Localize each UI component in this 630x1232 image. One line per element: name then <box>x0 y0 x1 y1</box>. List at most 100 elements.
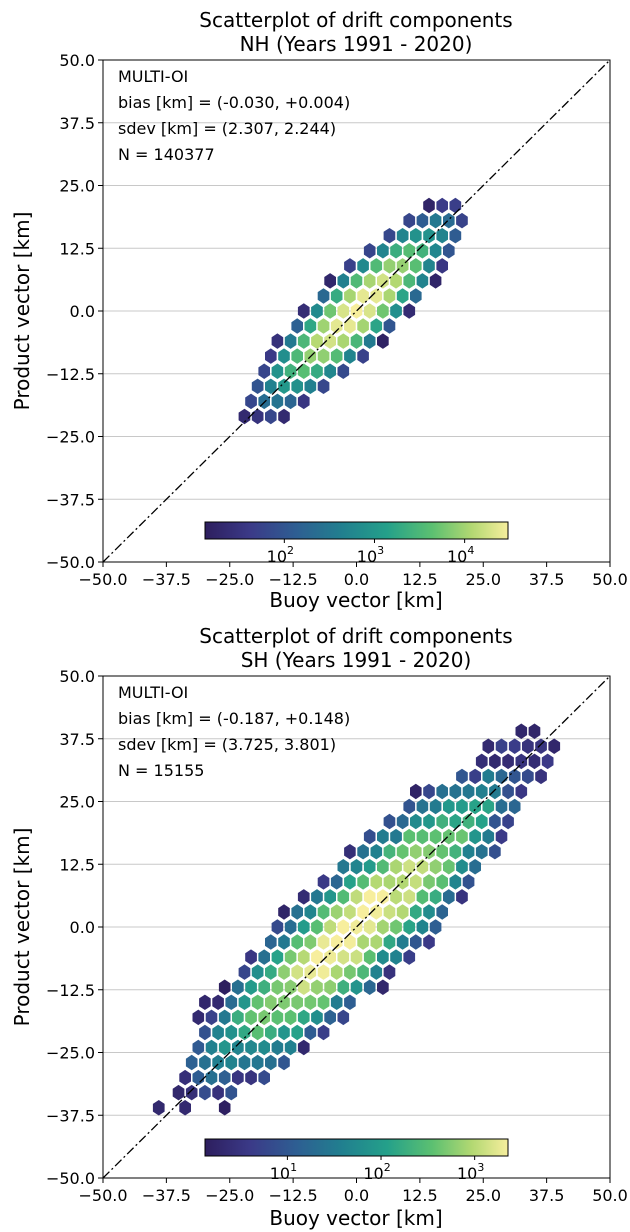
colorbar-tick-exponent: 3 <box>377 544 384 557</box>
hexbin-cell <box>462 783 475 800</box>
colorbar-tick-label: 102 <box>267 544 294 566</box>
chart-subtitle: SH (Years 1991 - 2020) <box>241 648 472 672</box>
hexbin-cell <box>377 273 389 289</box>
hexbin-cell <box>297 1009 310 1026</box>
hexbin-cell <box>489 753 501 770</box>
hexbin-cell <box>383 318 396 334</box>
hexbin-cell <box>337 363 350 379</box>
hexbin-cell <box>317 874 330 890</box>
hexbin-cell <box>469 859 481 875</box>
x-tick-label: 12.5 <box>402 1186 438 1205</box>
hexbin-cell <box>423 904 435 920</box>
hexbin-cell <box>390 919 402 935</box>
hexbin-cell <box>278 904 290 920</box>
hexbin-cell <box>515 753 528 770</box>
hexbin-cell <box>515 783 528 800</box>
hexbin-cell <box>297 303 310 319</box>
x-tick-label: −12.5 <box>269 1186 318 1205</box>
hexbin-cell <box>475 813 488 830</box>
hexbin-cell <box>297 363 310 379</box>
hexbin-cell <box>324 979 336 995</box>
hexbin-cell <box>363 243 376 259</box>
hexbin-cell <box>416 798 429 815</box>
hexbin-cell <box>350 979 363 995</box>
hexbin-cell <box>403 828 416 845</box>
hexbin-cell <box>291 964 303 980</box>
annotation-count: N = 140377 <box>118 145 215 164</box>
hexbin-cell <box>245 1009 257 1026</box>
hexbin-cell <box>403 949 416 965</box>
hexbin-cell <box>245 1069 257 1086</box>
hexbin-cell <box>172 1084 185 1101</box>
hexbin-cell <box>344 964 356 980</box>
hexbin-cell <box>436 197 448 214</box>
hexbin-cell <box>403 273 416 289</box>
hexbin-cell <box>297 949 310 965</box>
chart-panel-sh: Scatterplot of drift components SH (Year… <box>10 624 628 1230</box>
hexbin-cell <box>396 934 409 950</box>
hexbin-cell <box>396 288 409 304</box>
colorbar: 101 102 103 <box>204 1138 509 1183</box>
hexbin-cell <box>410 844 422 860</box>
hexbin-cell <box>429 889 442 905</box>
hexbin-cell <box>495 828 508 845</box>
hexbin-cell <box>232 979 244 995</box>
hexbin-cell <box>265 1024 277 1041</box>
colorbar-gradient <box>204 1138 509 1157</box>
hexbin-cell <box>330 318 343 334</box>
hexbin-cell <box>423 813 435 830</box>
hexbin-cell <box>436 813 448 830</box>
hexbin-cell <box>423 258 435 274</box>
hexbin-cell <box>291 378 303 394</box>
hexbin-cell <box>357 844 369 860</box>
hexbin-cell <box>462 874 475 890</box>
hexbin-cell <box>225 994 238 1010</box>
hexbin-cell <box>324 949 336 965</box>
chart-title: Scatterplot of drift components <box>199 624 512 648</box>
hexbin-cell <box>218 1009 231 1026</box>
x-tick-label: 50.0 <box>592 570 628 589</box>
hexbin-cell <box>304 904 317 920</box>
hexbin-cell <box>370 318 383 334</box>
hexbin-cell <box>297 979 310 995</box>
hexbin-cell <box>311 1009 323 1026</box>
x-tick-label: 12.5 <box>402 570 438 589</box>
hexbin-cell <box>330 288 343 304</box>
hexbin-cell <box>304 934 317 950</box>
hexbin-cell <box>238 408 251 425</box>
x-tick-label: 37.5 <box>529 1186 565 1205</box>
hexbin-cell <box>291 904 303 920</box>
hexbin-cell <box>363 273 376 289</box>
hexbin-cell <box>265 378 277 394</box>
hexbin-cell <box>311 363 323 379</box>
annotation-sdev: sdev [km] = (3.725, 3.801) <box>118 735 336 754</box>
hexbin-cell <box>370 904 383 920</box>
colorbar-tick-label: 102 <box>363 1161 390 1183</box>
hexbin-cell <box>495 738 508 754</box>
x-tick-label: 50.0 <box>592 1186 628 1205</box>
hexbin-cell <box>403 243 416 259</box>
hexbin-cell <box>383 288 396 304</box>
hexbin-cell <box>482 738 495 754</box>
hexbin-cell <box>350 889 363 905</box>
y-tick-label: 50.0 <box>59 51 95 70</box>
chart-panel-nh: Scatterplot of drift components NH (Year… <box>10 8 628 612</box>
hexbin-cell <box>508 798 521 815</box>
hexbin-cell <box>317 288 330 304</box>
hexbin-cell <box>344 844 356 860</box>
hexbin-cell <box>357 258 369 274</box>
hexbin-cell <box>311 979 323 995</box>
hexbin-cell <box>390 273 402 289</box>
hexbin-cell <box>278 1024 290 1041</box>
hexbin-cell <box>304 318 317 334</box>
hexbin-cell <box>337 979 350 995</box>
hexbin-cell <box>344 318 356 334</box>
hexbin-cell <box>423 783 435 800</box>
y-tick-label: 37.5 <box>59 114 95 133</box>
hexbin-cell <box>377 243 389 259</box>
hexbin-cell <box>390 949 402 965</box>
hexbin-cell <box>258 1039 270 1056</box>
hexbin-cell <box>185 1084 198 1101</box>
hexbin-cell <box>337 919 350 935</box>
hexbin-cell <box>337 333 350 349</box>
